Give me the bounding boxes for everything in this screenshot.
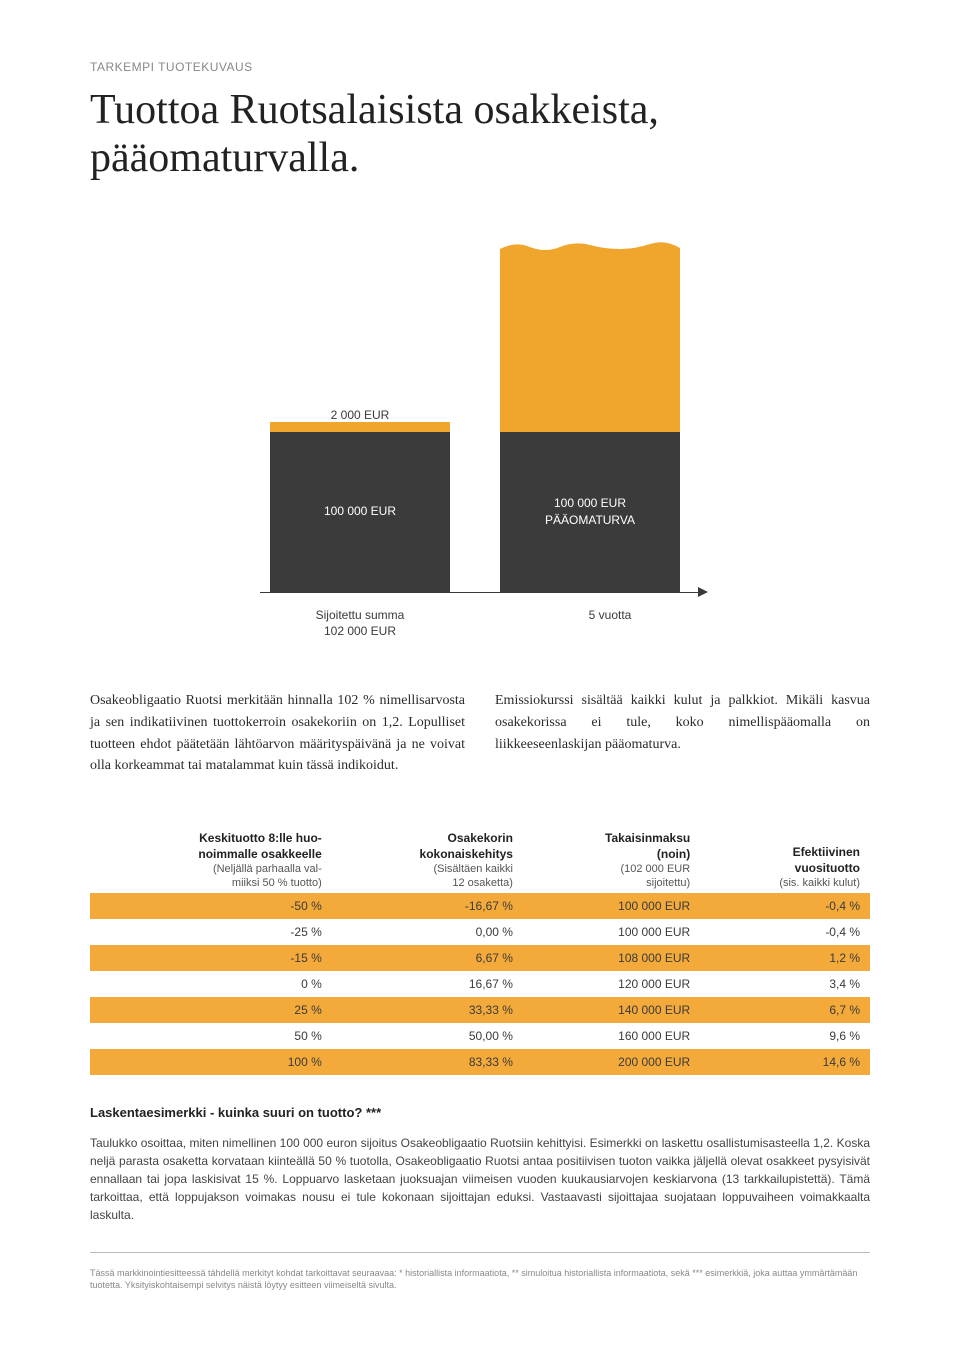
table-cell: -0,4 % xyxy=(700,893,870,919)
table-row: -15 %6,67 %108 000 EUR1,2 % xyxy=(90,945,870,971)
bar-segment: 100 000 EUR xyxy=(270,432,450,592)
table-cell: 108 000 EUR xyxy=(523,945,700,971)
table-cell: 0 % xyxy=(90,971,332,997)
scenario-table: Keskituotto 8:lle huo-noimmalle osakkeel… xyxy=(90,827,870,1075)
table-cell: 120 000 EUR xyxy=(523,971,700,997)
table-row: -25 %0,00 %100 000 EUR-0,4 % xyxy=(90,919,870,945)
table-cell: 100 000 EUR xyxy=(523,893,700,919)
right-bar: 100 000 EURPÄÄOMATURVA xyxy=(500,252,680,592)
table-header-row: Keskituotto 8:lle huo-noimmalle osakkeel… xyxy=(90,827,870,893)
table-header: Osakekorinkokonaiskehitys(Sisältäen kaik… xyxy=(332,827,523,893)
table-cell: 1,2 % xyxy=(700,945,870,971)
x-label-left: Sijoitettu summa102 000 EUR xyxy=(270,607,450,641)
table-cell: 14,6 % xyxy=(700,1049,870,1075)
body-left: Osakeobligaatio Ruotsi merkitään hinnall… xyxy=(90,690,465,777)
table-cell: 100 % xyxy=(90,1049,332,1075)
bar-segment-label: 100 000 EUR xyxy=(324,503,396,520)
x-label-right: 5 vuotta xyxy=(520,607,700,641)
table-cell: 0,00 % xyxy=(332,919,523,945)
footnote: Tässä markkinointiesitteessä tähdellä me… xyxy=(90,1267,870,1291)
table-cell: 160 000 EUR xyxy=(523,1023,700,1049)
table-row: 25 %33,33 %140 000 EUR6,7 % xyxy=(90,997,870,1023)
table-cell: 140 000 EUR xyxy=(523,997,700,1023)
bar-segment xyxy=(500,252,680,432)
table-row: 100 %83,33 %200 000 EUR14,6 % xyxy=(90,1049,870,1075)
table-cell: 50,00 % xyxy=(332,1023,523,1049)
left-bar: 100 000 EUR xyxy=(270,422,450,592)
table-cell: -50 % xyxy=(90,893,332,919)
table-header: Takaisinmaksu(noin)(102 000 EURsijoitett… xyxy=(523,827,700,893)
bar-segment-label: 100 000 EUR xyxy=(554,495,626,512)
table-cell: 6,7 % xyxy=(700,997,870,1023)
bar-segment xyxy=(270,422,450,432)
kicker: TARKEMPI TUOTEKUVAUS xyxy=(90,60,870,74)
body-columns: Osakeobligaatio Ruotsi merkitään hinnall… xyxy=(90,690,870,777)
table-cell: 16,67 % xyxy=(332,971,523,997)
left-bar-caption: 2 000 EUR xyxy=(270,408,450,422)
table-cell: 83,33 % xyxy=(332,1049,523,1075)
table-row: 50 %50,00 %160 000 EUR9,6 % xyxy=(90,1023,870,1049)
body-right: Emissiokurssi sisältää kaikki kulut ja p… xyxy=(495,690,870,777)
table-cell: 100 000 EUR xyxy=(523,919,700,945)
table-row: 0 %16,67 %120 000 EUR3,4 % xyxy=(90,971,870,997)
calc-heading: Laskentaesimerkki - kuinka suuri on tuot… xyxy=(90,1105,870,1120)
table-cell: -25 % xyxy=(90,919,332,945)
bar-segment-sublabel: PÄÄOMATURVA xyxy=(545,512,635,529)
table-cell: 200 000 EUR xyxy=(523,1049,700,1075)
x-axis-labels: Sijoitettu summa102 000 EUR 5 vuotta xyxy=(260,607,700,641)
table-header: Efektiivinenvuosituotto(sis. kaikki kulu… xyxy=(700,827,870,893)
table-row: -50 %-16,67 %100 000 EUR-0,4 % xyxy=(90,893,870,919)
bar-segment: 100 000 EURPÄÄOMATURVA xyxy=(500,432,680,592)
table-cell: 3,4 % xyxy=(700,971,870,997)
table-cell: 25 % xyxy=(90,997,332,1023)
divider xyxy=(90,1252,870,1253)
bar-chart: 2 000 EUR 100 000 EUR 1,2 kertaakasvu 2 … xyxy=(260,253,700,641)
table-cell: -15 % xyxy=(90,945,332,971)
table-cell: 6,67 % xyxy=(332,945,523,971)
axis-arrow-icon xyxy=(698,587,708,597)
table-cell: 50 % xyxy=(90,1023,332,1049)
table-cell: -0,4 % xyxy=(700,919,870,945)
calc-body: Taulukko osoittaa, miten nimellinen 100 … xyxy=(90,1134,870,1224)
table-cell: -16,67 % xyxy=(332,893,523,919)
chart-area: 2 000 EUR 100 000 EUR 1,2 kertaakasvu 2 … xyxy=(260,253,700,593)
table-header: Keskituotto 8:lle huo-noimmalle osakkeel… xyxy=(90,827,332,893)
table-cell: 33,33 % xyxy=(332,997,523,1023)
page-title: Tuottoa Ruotsalaisista osakkeista, pääom… xyxy=(90,86,870,183)
table-cell: 9,6 % xyxy=(700,1023,870,1049)
